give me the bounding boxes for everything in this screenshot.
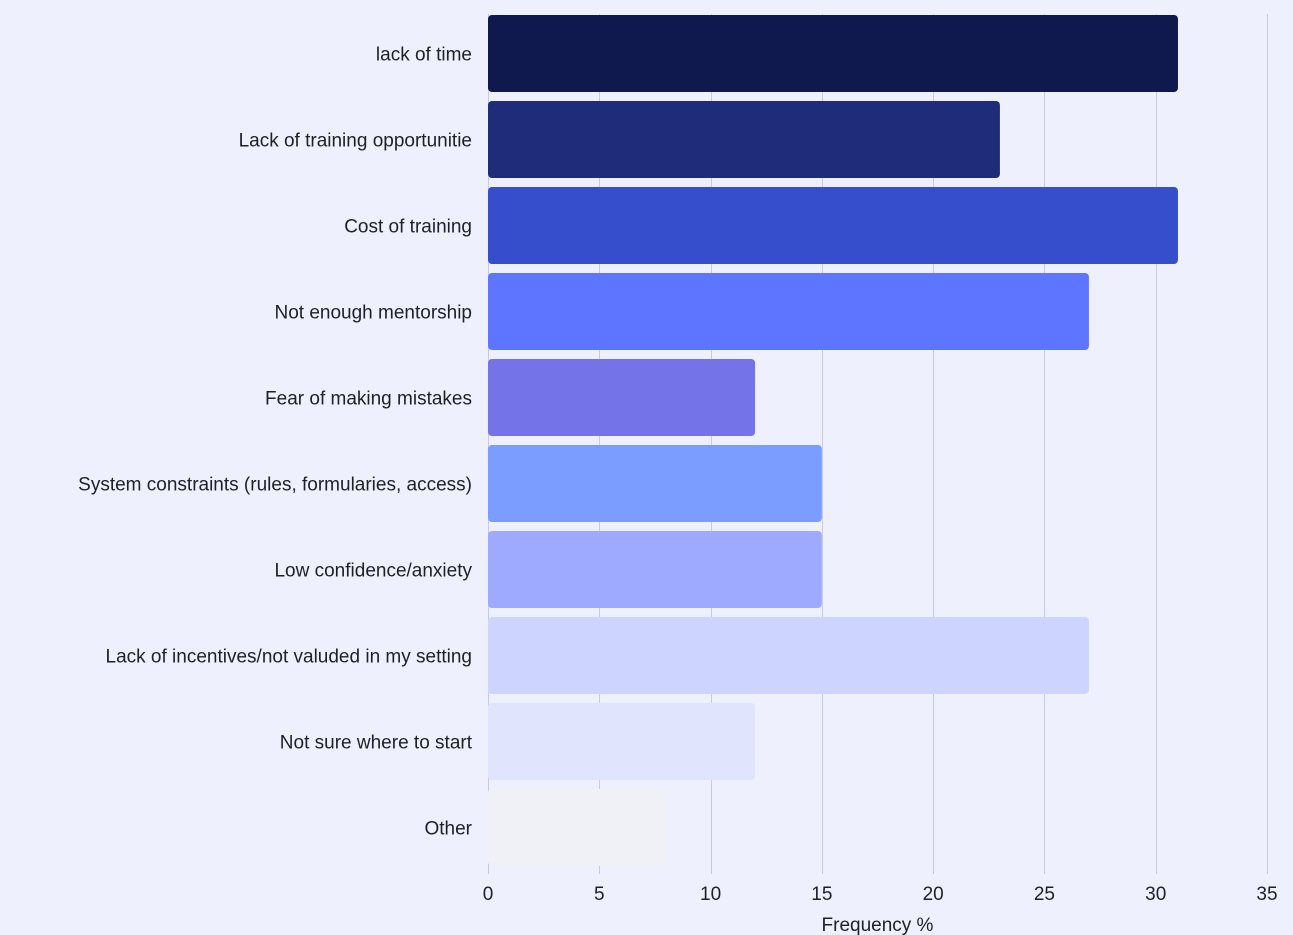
category-label: Fear of making mistakes bbox=[265, 389, 472, 410]
x-tick-labels: 0 5 10 15 20 25 30 35 bbox=[483, 884, 1278, 905]
category-labels: lack of time Lack of training opportuniti… bbox=[78, 45, 473, 840]
bars bbox=[488, 15, 1178, 866]
category-label: Lack of training opportunitie bbox=[239, 131, 472, 152]
bar bbox=[488, 273, 1089, 350]
x-tick-label: 10 bbox=[700, 884, 721, 905]
x-axis-title: Frequency % bbox=[822, 915, 934, 935]
x-tick-label: 25 bbox=[1034, 884, 1055, 905]
x-tick-label: 30 bbox=[1145, 884, 1166, 905]
x-tick-label: 5 bbox=[594, 884, 605, 905]
bar bbox=[488, 359, 756, 436]
x-tick-label: 0 bbox=[483, 884, 494, 905]
bar bbox=[488, 445, 822, 522]
bar bbox=[488, 617, 1089, 694]
category-label: lack of time bbox=[376, 45, 472, 66]
category-label: Not enough mentorship bbox=[274, 303, 472, 324]
bar bbox=[488, 101, 1000, 178]
bar bbox=[488, 703, 756, 780]
category-label: Cost of training bbox=[344, 217, 472, 238]
bar bbox=[488, 15, 1178, 92]
x-tick-label: 35 bbox=[1256, 884, 1277, 905]
category-label: Low confidence/anxiety bbox=[274, 561, 472, 582]
x-tick-label: 20 bbox=[923, 884, 944, 905]
bar bbox=[488, 187, 1178, 264]
x-tick-label: 15 bbox=[811, 884, 832, 905]
category-label: Other bbox=[424, 819, 472, 840]
bar bbox=[488, 531, 822, 608]
category-label: Lack of incentives/not valuded in my set… bbox=[106, 647, 472, 668]
category-label: System constraints (rules, formularies, … bbox=[78, 475, 472, 496]
category-label: Not sure where to start bbox=[280, 733, 473, 754]
bar bbox=[488, 789, 667, 866]
